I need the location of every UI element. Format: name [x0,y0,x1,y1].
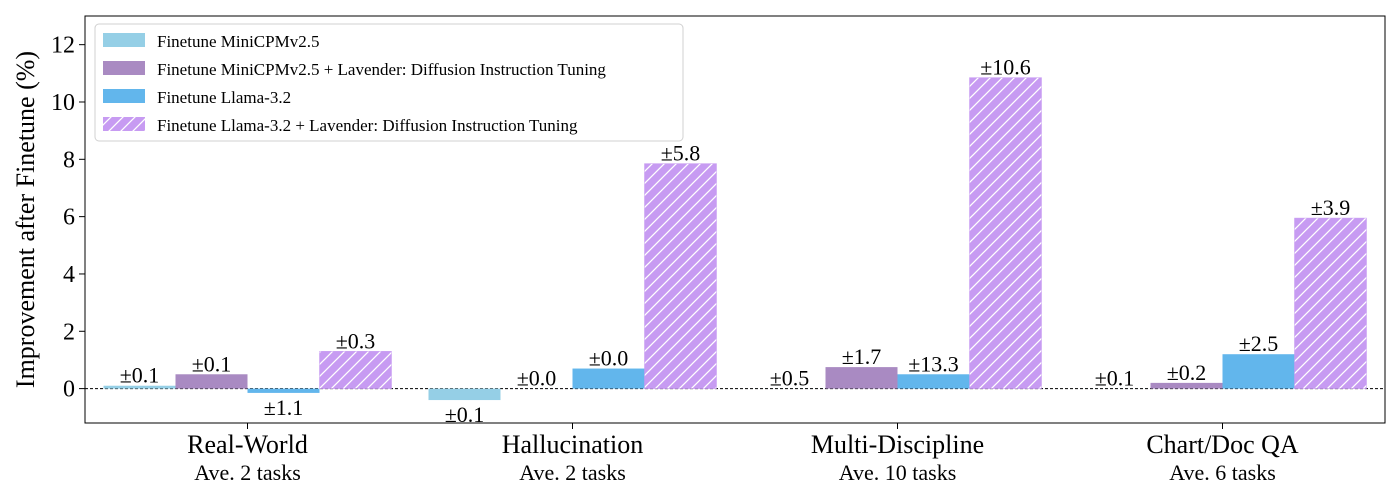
legend-swatch [103,89,145,103]
data-label: ±13.3 [908,351,959,376]
data-label: ±0.5 [770,366,810,391]
y-axis-label: Improvement after Finetune (%) [11,51,40,388]
legend-entry: Finetune Llama-3.2 + Lavender: Diffusion… [157,116,578,135]
bar [103,385,176,389]
data-label: ±0.1 [1095,366,1135,391]
bar [1222,354,1295,389]
legend: Finetune MiniCPMv2.5 Finetune MiniCPMv2.5… [94,23,684,142]
x-tick-label: Chart/Doc QA [1146,430,1299,459]
x-tick-sublabel: Ave. 2 tasks [194,460,301,485]
bar [319,351,392,389]
y-tick-label: 6 [63,205,75,231]
y-tick-label: 10 [51,90,75,116]
data-label: ±0.3 [336,328,376,353]
data-label: ±0.0 [589,346,629,371]
x-tick-label: Hallucination [502,430,644,459]
legend-entry: Finetune MiniCPMv2.5 + Lavender: Diffusi… [157,60,606,79]
legend-frame [94,23,684,142]
y-tick-label: 4 [63,262,75,288]
bar [1294,217,1367,389]
data-label: ±0.1 [192,351,232,376]
bar [572,368,645,389]
y-tick-label: 8 [63,147,75,173]
legend-swatch [103,61,145,75]
y-tick-label: 12 [51,33,75,59]
data-label: ±5.8 [661,141,701,166]
y-tick-label: 2 [63,319,75,345]
data-label: ±1.1 [264,395,304,420]
x-tick-sublabel: Ave. 6 tasks [1169,460,1276,485]
legend-entry: Finetune MiniCPMv2.5 [157,32,319,51]
bar [969,77,1042,389]
y-tick-label: 0 [63,377,75,403]
data-label: ±1.7 [842,344,882,369]
legend-swatch [103,33,145,47]
bar [428,388,501,401]
bar [897,374,970,389]
data-label: ±3.9 [1311,195,1351,220]
bar [1150,382,1223,389]
bar [175,374,248,389]
bar [247,388,320,393]
bar [825,367,898,389]
bars-group [103,77,1367,401]
data-label: ±0.1 [120,363,160,388]
x-tick-sublabel: Ave. 10 tasks [839,460,957,485]
legend-swatch [103,117,145,131]
x-tick-label: Multi-Discipline [811,430,984,459]
plot-frame [84,15,1386,424]
bar [644,163,717,389]
data-label: ±2.5 [1239,331,1279,356]
data-label: ±10.6 [980,55,1031,80]
data-label: ±0.2 [1167,360,1207,385]
legend-entry: Finetune Llama-3.2 [157,88,291,107]
x-tick-label: Real-World [187,430,308,459]
x-tick-sublabel: Ave. 2 tasks [519,460,626,485]
data-label: ±0.0 [517,366,557,391]
